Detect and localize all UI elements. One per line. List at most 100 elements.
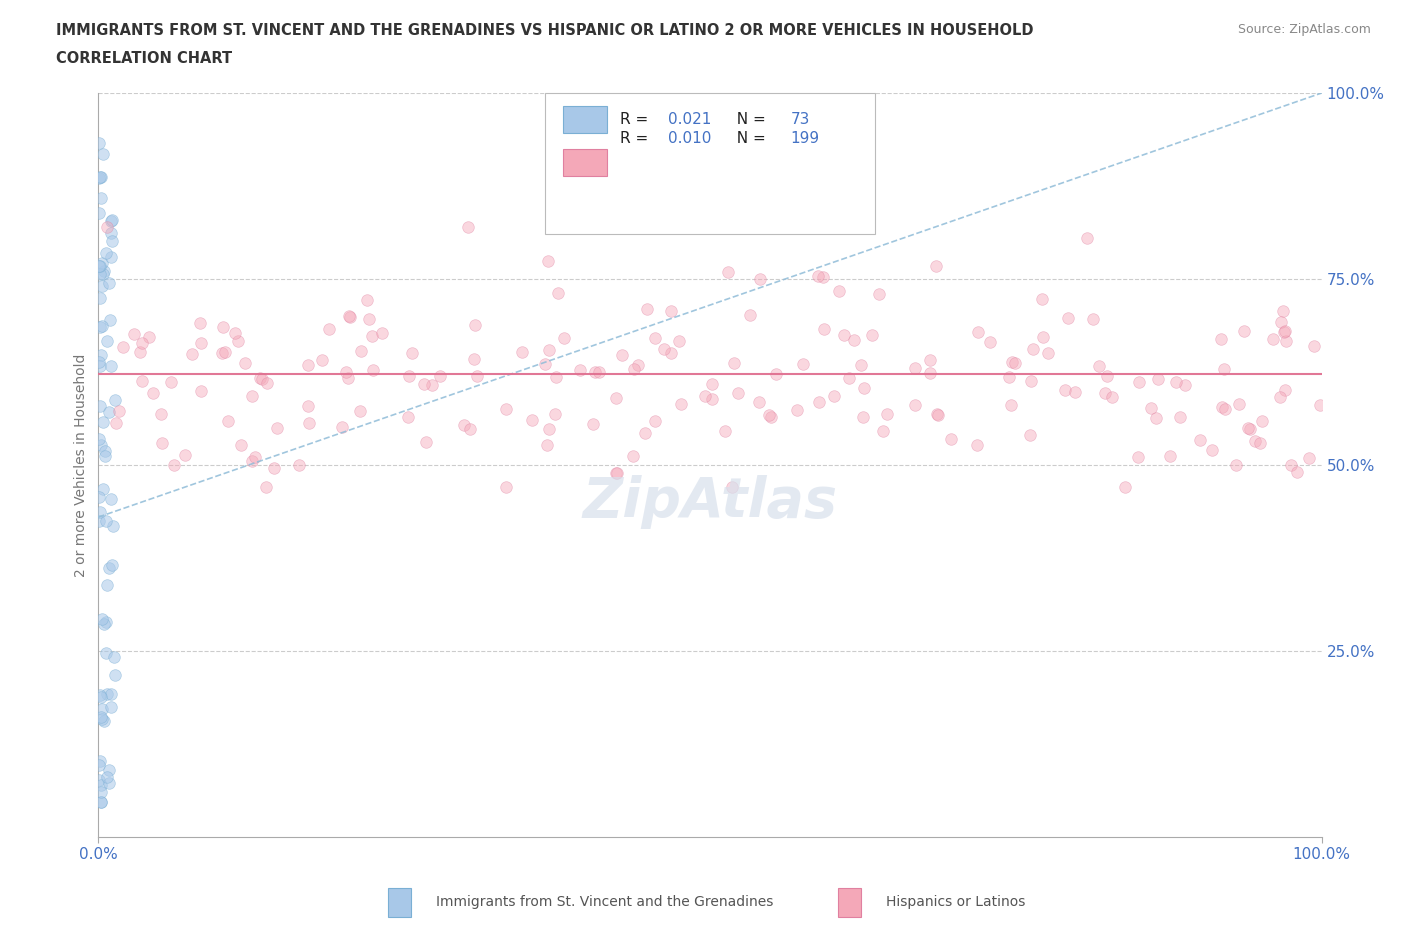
Text: R =: R = bbox=[620, 113, 652, 127]
Point bbox=[104, 668, 127, 683]
Point bbox=[849, 357, 872, 372]
Point bbox=[89, 259, 111, 273]
Point bbox=[1004, 356, 1026, 371]
Point bbox=[87, 206, 110, 220]
Point bbox=[621, 449, 644, 464]
Point bbox=[1032, 329, 1054, 344]
Point bbox=[89, 513, 111, 528]
Point bbox=[214, 345, 236, 360]
Point bbox=[254, 479, 277, 494]
Point bbox=[537, 342, 560, 357]
Point bbox=[920, 365, 942, 380]
Point bbox=[457, 219, 479, 234]
Point bbox=[415, 434, 437, 449]
Point bbox=[240, 454, 263, 469]
Point bbox=[224, 326, 246, 340]
Point bbox=[1147, 371, 1170, 386]
Point bbox=[925, 259, 948, 273]
Point bbox=[852, 380, 875, 395]
Point bbox=[1064, 385, 1087, 400]
Point bbox=[1213, 362, 1236, 377]
Point bbox=[297, 399, 319, 414]
Point bbox=[1261, 331, 1284, 346]
Point bbox=[627, 357, 650, 372]
Point bbox=[652, 341, 675, 356]
Point bbox=[249, 370, 271, 385]
Point bbox=[700, 377, 723, 392]
Point bbox=[1268, 390, 1291, 405]
Point bbox=[1309, 398, 1331, 413]
Point bbox=[89, 687, 111, 702]
Point bbox=[90, 437, 112, 452]
Point bbox=[510, 345, 533, 360]
FancyBboxPatch shape bbox=[546, 93, 875, 234]
Point bbox=[412, 377, 434, 392]
Point bbox=[100, 213, 122, 228]
Point bbox=[1243, 433, 1265, 448]
Point bbox=[1144, 410, 1167, 425]
Point bbox=[1097, 369, 1119, 384]
Point bbox=[644, 331, 666, 346]
Text: Source: ZipAtlas.com: Source: ZipAtlas.com bbox=[1237, 23, 1371, 36]
Point bbox=[1159, 449, 1181, 464]
Point bbox=[94, 246, 117, 260]
Text: N =: N = bbox=[727, 113, 770, 127]
Point bbox=[717, 265, 740, 280]
Point bbox=[87, 171, 110, 186]
Point bbox=[90, 784, 112, 799]
Point bbox=[1114, 480, 1136, 495]
Point bbox=[918, 352, 941, 367]
Point bbox=[807, 269, 830, 284]
Text: R =: R = bbox=[620, 131, 652, 146]
Point bbox=[1233, 324, 1256, 339]
Point bbox=[1274, 382, 1296, 397]
Point bbox=[868, 287, 890, 302]
Point bbox=[89, 320, 111, 335]
Point bbox=[318, 322, 340, 337]
Point bbox=[1101, 390, 1123, 405]
Point bbox=[465, 368, 488, 383]
Point bbox=[758, 408, 780, 423]
Text: N =: N = bbox=[727, 131, 770, 146]
Point bbox=[420, 378, 443, 392]
Point bbox=[93, 617, 115, 631]
Point bbox=[1001, 354, 1024, 369]
Point bbox=[104, 392, 127, 407]
Point bbox=[636, 301, 658, 316]
Point bbox=[429, 369, 451, 384]
Point bbox=[823, 388, 845, 403]
Point bbox=[104, 416, 127, 431]
Point bbox=[748, 272, 770, 286]
Point bbox=[98, 561, 121, 576]
Point bbox=[876, 407, 898, 422]
Point bbox=[765, 367, 787, 382]
Text: IMMIGRANTS FROM ST. VINCENT AND THE GRENADINES VS HISPANIC OR LATINO 2 OR MORE V: IMMIGRANTS FROM ST. VINCENT AND THE GREN… bbox=[56, 23, 1033, 38]
Point bbox=[583, 365, 606, 379]
Point bbox=[350, 343, 373, 358]
Point bbox=[250, 372, 273, 387]
Point bbox=[396, 410, 419, 425]
Point bbox=[669, 397, 692, 412]
Text: 73: 73 bbox=[790, 113, 810, 127]
Point bbox=[623, 362, 645, 377]
FancyBboxPatch shape bbox=[564, 149, 607, 176]
Point bbox=[96, 686, 118, 701]
Point bbox=[659, 346, 682, 361]
Point bbox=[738, 307, 761, 322]
Point bbox=[89, 135, 111, 150]
Point bbox=[904, 361, 927, 376]
Point bbox=[1036, 345, 1059, 360]
Point bbox=[838, 371, 860, 386]
Point bbox=[544, 406, 567, 421]
Point bbox=[828, 284, 851, 299]
Point bbox=[89, 290, 111, 305]
Point bbox=[834, 327, 856, 342]
Point bbox=[792, 356, 814, 371]
Point bbox=[96, 219, 118, 234]
Point bbox=[1000, 397, 1022, 412]
Point bbox=[93, 714, 115, 729]
Point bbox=[89, 757, 111, 772]
Point bbox=[1303, 339, 1326, 353]
Point bbox=[727, 386, 749, 401]
Point bbox=[860, 327, 883, 342]
